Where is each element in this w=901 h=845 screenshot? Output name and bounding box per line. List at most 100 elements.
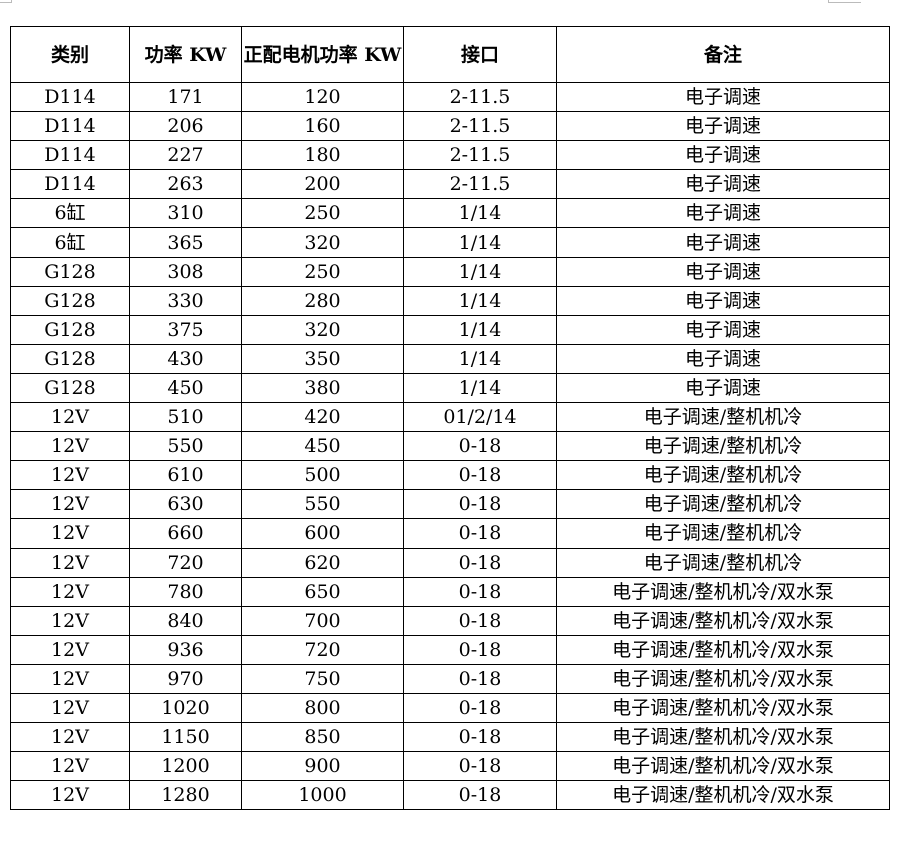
cell-power: 1200 bbox=[129, 751, 242, 782]
table-row: G128 375 320 1/14 电子调速 bbox=[10, 314, 890, 345]
table-row: 6缸 310 250 1/14 电子调速 bbox=[10, 198, 890, 229]
cell-interface: 0-18 bbox=[403, 663, 557, 694]
cell-category: G128 bbox=[10, 372, 130, 404]
cell-category: 12V bbox=[10, 576, 130, 607]
cell-motor-power: 720 bbox=[241, 634, 404, 665]
cell-motor-power: 550 bbox=[241, 489, 404, 520]
cell-remarks: 电子调速/整机机冷/双水泵 bbox=[556, 605, 890, 636]
table-row: D114 227 180 2-11.5 电子调速 bbox=[10, 140, 890, 171]
cell-interface: 0-18 bbox=[403, 489, 557, 520]
cell-interface: 1/14 bbox=[403, 343, 557, 374]
cell-motor-power: 650 bbox=[241, 576, 404, 607]
cell-category: 12V bbox=[10, 780, 130, 811]
cell-interface: 0-18 bbox=[403, 518, 557, 549]
cell-category: 12V bbox=[10, 402, 130, 433]
cell-motor-power: 800 bbox=[241, 692, 404, 724]
cell-remarks: 电子调速 bbox=[556, 285, 890, 316]
header-power: 功率 KW bbox=[129, 26, 242, 83]
cell-remarks: 电子调速 bbox=[556, 227, 890, 258]
header-remarks: 备注 bbox=[556, 26, 890, 83]
cell-category: 12V bbox=[10, 431, 130, 462]
table-row: 12V 840 700 0-18 电子调速/整机机冷/双水泵 bbox=[10, 605, 890, 636]
cell-power: 450 bbox=[129, 372, 242, 404]
cell-motor-power: 900 bbox=[241, 751, 404, 782]
cell-category: G128 bbox=[10, 343, 130, 374]
cell-remarks: 电子调速 bbox=[556, 343, 890, 374]
cell-remarks: 电子调速/整机机冷 bbox=[556, 460, 890, 491]
cell-category: 12V bbox=[10, 634, 130, 665]
cell-interface: 0-18 bbox=[403, 547, 557, 578]
table-row: 12V 780 650 0-18 电子调速/整机机冷/双水泵 bbox=[10, 576, 890, 607]
cell-motor-power: 250 bbox=[241, 198, 404, 229]
table-row: G128 330 280 1/14 电子调速 bbox=[10, 285, 890, 316]
cell-category: 6缸 bbox=[10, 227, 130, 258]
cell-motor-power: 160 bbox=[241, 111, 404, 142]
cell-motor-power: 600 bbox=[241, 518, 404, 549]
table-row: G128 308 250 1/14 电子调速 bbox=[10, 256, 890, 287]
table-row: 12V 550 450 0-18 电子调速/整机机冷 bbox=[10, 431, 890, 462]
table-row: 12V 660 600 0-18 电子调速/整机机冷 bbox=[10, 518, 890, 549]
cell-power: 630 bbox=[129, 489, 242, 520]
cell-motor-power: 750 bbox=[241, 663, 404, 694]
cell-power: 375 bbox=[129, 314, 242, 345]
cell-remarks: 电子调速/整机机冷 bbox=[556, 518, 890, 549]
header-category: 类别 bbox=[10, 26, 130, 83]
cell-power: 970 bbox=[129, 663, 242, 694]
header-interface: 接口 bbox=[403, 26, 557, 83]
cell-power: 171 bbox=[129, 81, 242, 113]
cell-remarks: 电子调速 bbox=[556, 81, 890, 113]
table-row: 12V 630 550 0-18 电子调速/整机机冷 bbox=[10, 489, 890, 520]
cell-motor-power: 120 bbox=[241, 81, 404, 113]
cell-power: 308 bbox=[129, 256, 242, 287]
cell-interface: 2-11.5 bbox=[403, 111, 557, 142]
table-row: 12V 510 420 01/2/14 电子调速/整机机冷 bbox=[10, 402, 890, 433]
cell-remarks: 电子调速 bbox=[556, 372, 890, 404]
table-row: 12V 970 750 0-18 电子调速/整机机冷/双水泵 bbox=[10, 663, 890, 694]
cell-category: D114 bbox=[10, 81, 130, 113]
cell-remarks: 电子调速 bbox=[556, 140, 890, 171]
table-body: D114 171 120 2-11.5 电子调速 D114 206 160 2-11.5 电子调速… bbox=[10, 81, 890, 811]
cell-remarks: 电子调速/整机机冷/双水泵 bbox=[556, 634, 890, 665]
cell-interface: 1/14 bbox=[403, 285, 557, 316]
cell-interface: 1/14 bbox=[403, 372, 557, 404]
cell-remarks: 电子调速/整机机冷/双水泵 bbox=[556, 576, 890, 607]
cell-remarks: 电子调速 bbox=[556, 111, 890, 142]
cell-category: G128 bbox=[10, 314, 130, 345]
cell-power: 310 bbox=[129, 198, 242, 229]
specs-table: 类别 功率 KW 正配电机功率 KW 接口 备注 D114 171 120 2-11.… bbox=[10, 26, 890, 811]
cell-interface: 0-18 bbox=[403, 722, 557, 753]
cell-interface: 2-11.5 bbox=[403, 81, 557, 113]
cell-remarks: 电子调速 bbox=[556, 314, 890, 345]
cell-motor-power: 320 bbox=[241, 314, 404, 345]
cell-interface: 2-11.5 bbox=[403, 140, 557, 171]
table-row: 6缸 365 320 1/14 电子调速 bbox=[10, 227, 890, 258]
page-corner-mark bbox=[828, 0, 861, 3]
cell-power: 660 bbox=[129, 518, 242, 549]
cell-remarks: 电子调速/整机机冷 bbox=[556, 489, 890, 520]
cell-interface: 0-18 bbox=[403, 431, 557, 462]
cell-remarks: 电子调速/整机机冷/双水泵 bbox=[556, 692, 890, 724]
cell-category: 12V bbox=[10, 605, 130, 636]
cell-power: 840 bbox=[129, 605, 242, 636]
table-row: D114 171 120 2-11.5 电子调速 bbox=[10, 81, 890, 113]
cell-category: 12V bbox=[10, 692, 130, 724]
cell-interface: 0-18 bbox=[403, 460, 557, 491]
cell-remarks: 电子调速/整机机冷 bbox=[556, 547, 890, 578]
cell-interface: 0-18 bbox=[403, 692, 557, 724]
cell-interface: 01/2/14 bbox=[403, 402, 557, 433]
cell-power: 227 bbox=[129, 140, 242, 171]
table-row: G128 430 350 1/14 电子调速 bbox=[10, 343, 890, 374]
cell-power: 430 bbox=[129, 343, 242, 374]
cell-interface: 2-11.5 bbox=[403, 169, 557, 200]
cell-interface: 1/14 bbox=[403, 198, 557, 229]
cell-interface: 1/14 bbox=[403, 227, 557, 258]
cell-remarks: 电子调速/整机机冷 bbox=[556, 431, 890, 462]
cell-power: 720 bbox=[129, 547, 242, 578]
cell-interface: 0-18 bbox=[403, 634, 557, 665]
cell-remarks: 电子调速/整机机冷/双水泵 bbox=[556, 751, 890, 782]
cell-power: 206 bbox=[129, 111, 242, 142]
table-row: G128 450 380 1/14 电子调速 bbox=[10, 372, 890, 404]
cell-interface: 0-18 bbox=[403, 751, 557, 782]
cell-category: D114 bbox=[10, 111, 130, 142]
cell-remarks: 电子调速/整机机冷/双水泵 bbox=[556, 663, 890, 694]
